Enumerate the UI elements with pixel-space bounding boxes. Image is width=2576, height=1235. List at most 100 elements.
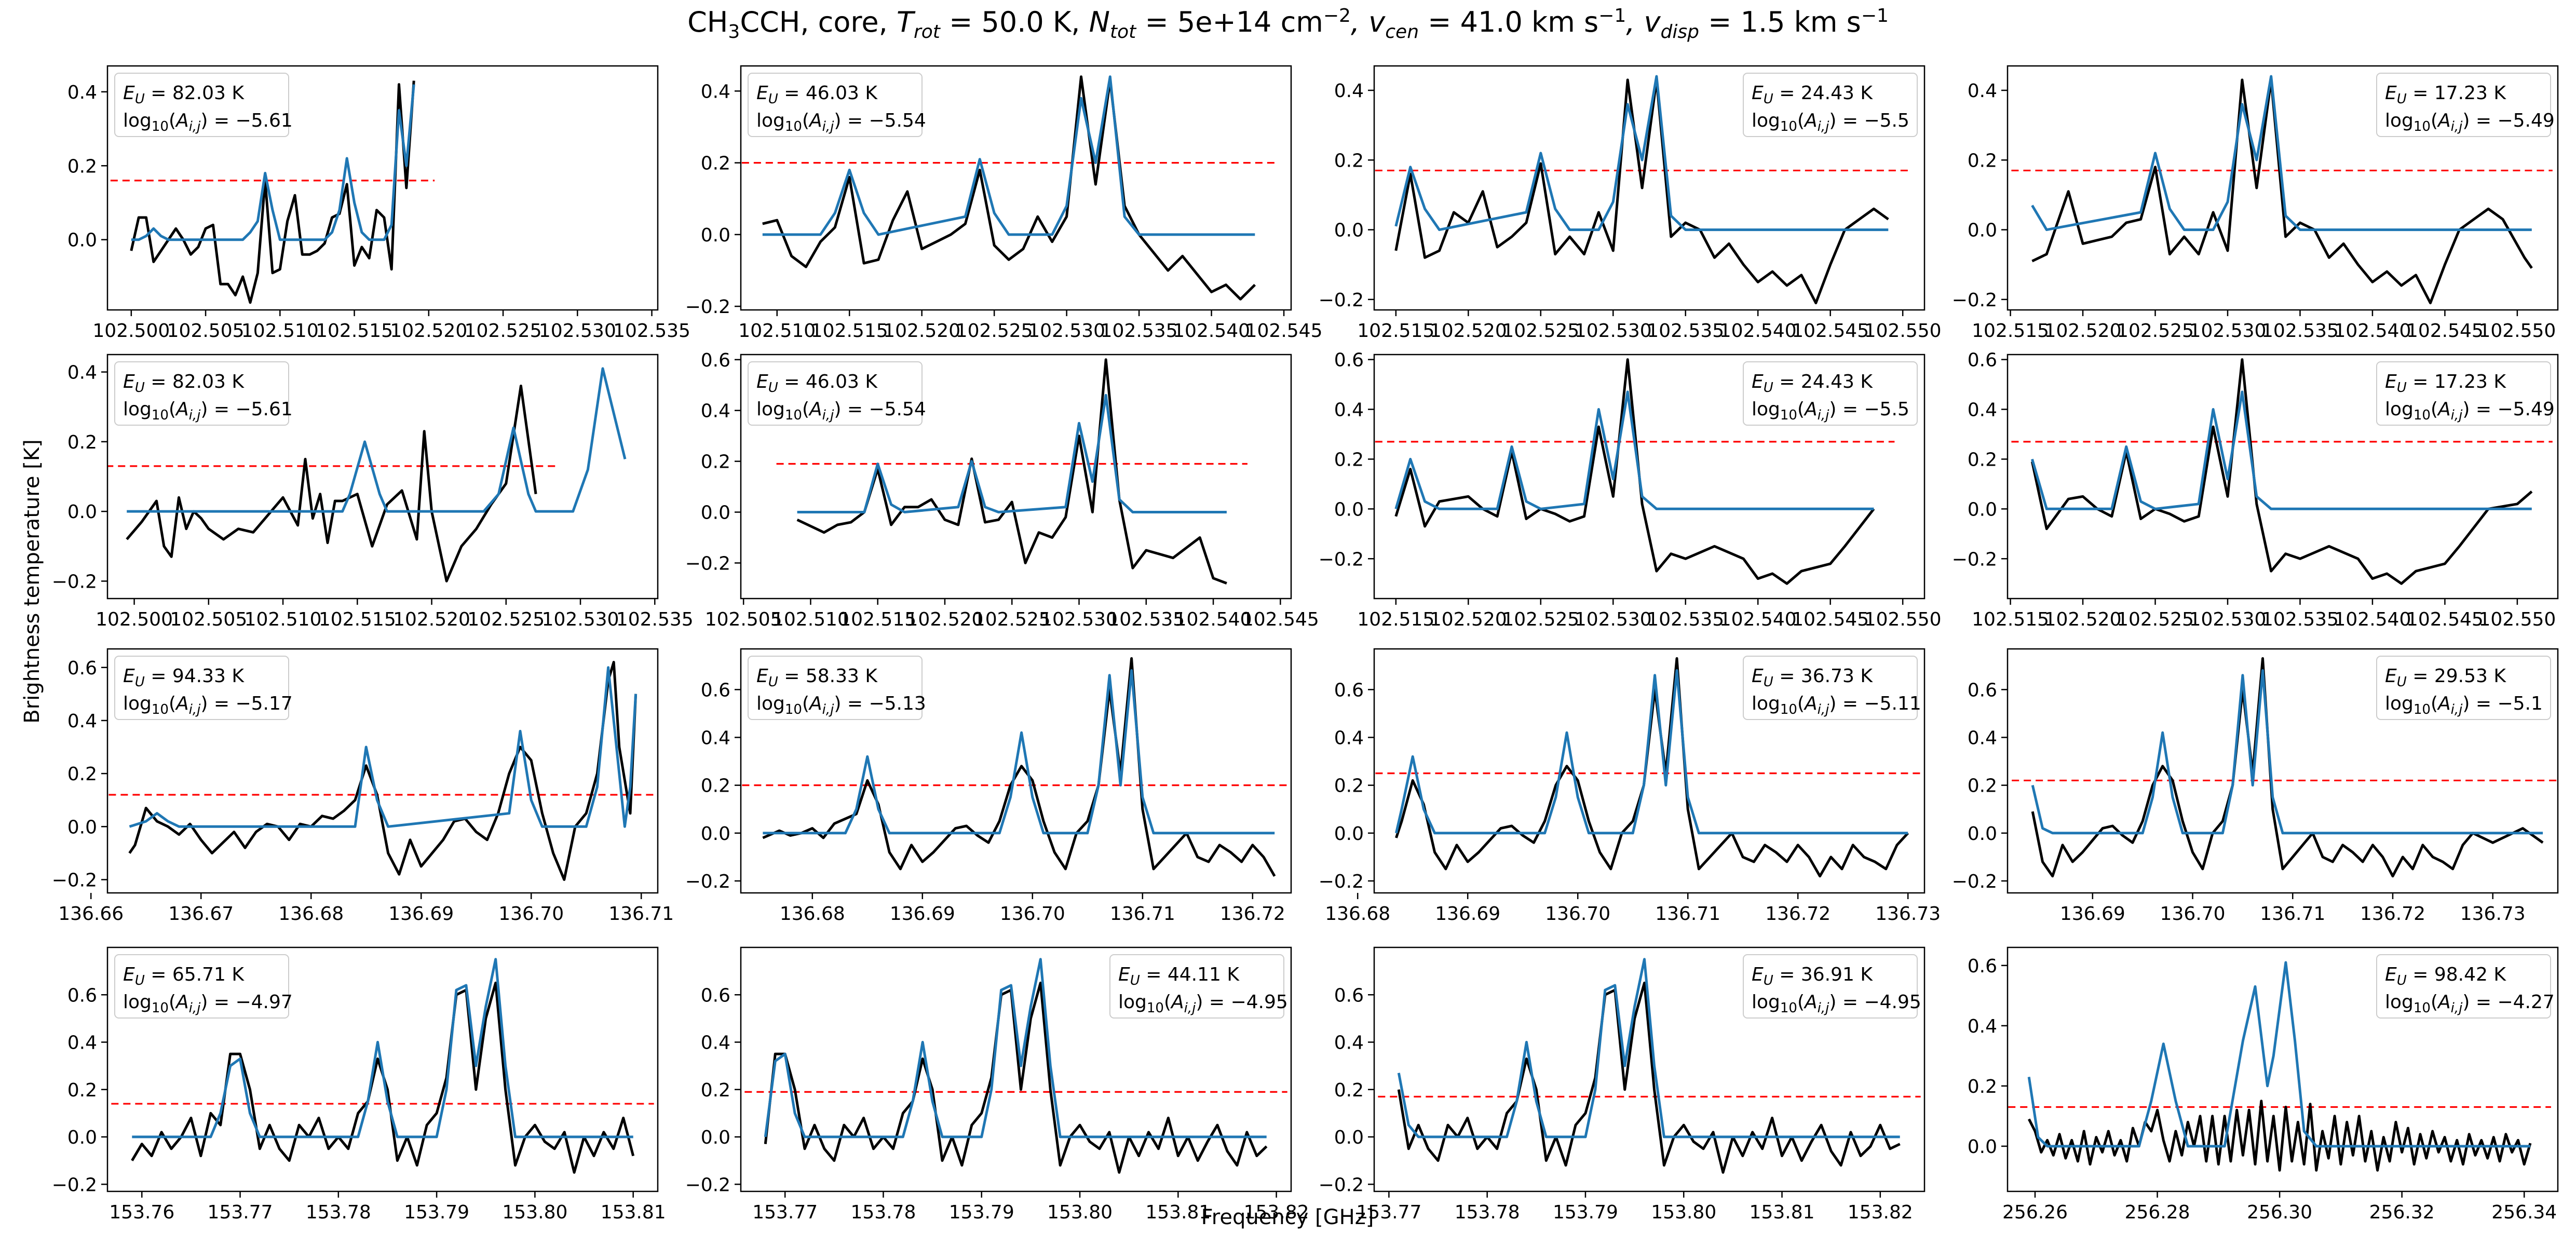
panel-2-1: −0.2 0.0 0.2 0.4 0.6 136.68 136.69 136.70 136.71… <box>685 648 1292 925</box>
axes-frame <box>740 946 1292 1192</box>
axes-frame <box>740 648 1292 894</box>
y-tick-label: −0.2 <box>1952 871 1997 892</box>
y-tick-label: 0.6 <box>1334 350 1364 371</box>
y-tick-label: 0.0 <box>67 1127 97 1148</box>
x-tick-label: 136.70 <box>1000 903 1065 925</box>
legend-box <box>1109 954 1284 1019</box>
x-tick-label: 102.530 <box>1575 320 1652 342</box>
plot-area <box>109 661 657 881</box>
plot-area <box>107 367 627 582</box>
upper-energy-label: EU = 29.53 K <box>2385 666 2506 690</box>
legend-box <box>1743 73 1918 137</box>
einstein-a-label: log10(Ai,j) = −5.5 <box>1752 110 1909 134</box>
x-tick-label: 136.73 <box>1875 903 1941 925</box>
x-tick-label: 136.69 <box>1435 903 1500 925</box>
x-tick-label: 102.540 <box>2334 320 2411 342</box>
x-tick-label: 153.78 <box>1455 1202 1520 1223</box>
model-series-line <box>1394 75 1889 232</box>
x-tick-label: 102.515 <box>1357 320 1434 342</box>
model-series-line <box>2027 961 2530 1148</box>
x-tick-label: 102.545 <box>1792 609 1869 630</box>
y-tick-label: 0.6 <box>67 985 97 1006</box>
x-tick-label: 102.500 <box>96 609 173 630</box>
y-tick-label: 0.2 <box>67 764 97 785</box>
model-series-line <box>2031 75 2532 232</box>
x-tick-label: 136.73 <box>2460 903 2526 925</box>
x-tick-label: 102.545 <box>2406 320 2484 342</box>
model-series-line <box>763 669 1275 835</box>
x-tick-label: 102.505 <box>170 609 247 630</box>
upper-energy-label: EU = 46.03 K <box>756 371 878 396</box>
einstein-a-label: log10(Ai,j) = −5.54 <box>756 399 926 423</box>
y-tick-label: 0.2 <box>1968 1076 1997 1097</box>
x-tick-label: 102.515 <box>811 320 888 342</box>
data-series-line <box>1397 981 1901 1174</box>
y-tick-label: 0.2 <box>701 776 730 797</box>
y-tick-label: 0.2 <box>1968 150 1997 171</box>
y-tick-label: 0.4 <box>67 711 97 732</box>
upper-energy-label: EU = 44.11 K <box>1118 964 1240 988</box>
x-tick-label: 136.68 <box>1325 903 1390 925</box>
y-tick-label: −0.2 <box>1319 871 1364 892</box>
x-tick-label: 102.535 <box>1647 609 1724 630</box>
upper-energy-label: EU = 58.33 K <box>756 666 878 690</box>
y-tick-label: 0.2 <box>1334 150 1364 171</box>
x-tick-label: 102.520 <box>393 609 470 630</box>
axes-frame <box>106 354 659 600</box>
data-series-line <box>1394 358 1875 585</box>
axes-frame <box>740 65 1292 311</box>
axes-frame <box>1373 946 1926 1192</box>
einstein-a-label: log10(Ai,j) = −5.1 <box>2385 693 2543 717</box>
x-tick-label: 102.525 <box>1502 320 1579 342</box>
y-tick-label: 0.2 <box>1968 776 1997 797</box>
plot-area <box>110 80 435 304</box>
panel-3-2: −0.2 0.0 0.2 0.4 0.6 153.77 153.78 153.79 153.80… <box>1319 946 1926 1223</box>
x-tick-label: 136.66 <box>58 903 124 925</box>
model-series-line <box>131 84 415 241</box>
x-tick-label: 136.72 <box>1765 903 1831 925</box>
y-tick-label: 0.6 <box>1334 985 1364 1006</box>
model-series-line <box>1397 958 1900 1138</box>
x-tick-label: 136.70 <box>1545 903 1610 925</box>
x-tick-label: 153.82 <box>1244 1202 1309 1223</box>
x-tick-label: 102.540 <box>2334 609 2411 630</box>
x-tick-label: 153.81 <box>601 1202 666 1223</box>
x-axis-label: Frequency [GHz] <box>1201 1205 1374 1229</box>
y-tick-label: 0.4 <box>701 401 730 422</box>
x-tick-label: 102.550 <box>1864 320 1942 342</box>
plot-area <box>2011 75 2553 305</box>
y-tick-label: −0.2 <box>685 1174 730 1196</box>
einstein-a-label: log10(Ai,j) = −5.13 <box>756 693 926 717</box>
panel-3-1: −0.2 0.0 0.2 0.4 0.6 153.77 153.78 153.79 153.80… <box>685 946 1309 1223</box>
x-tick-label: 256.30 <box>2247 1202 2312 1223</box>
y-tick-label: 0.6 <box>1968 956 1997 977</box>
y-tick-label: 0.6 <box>1968 680 1997 701</box>
x-tick-label: 153.82 <box>1848 1202 1913 1223</box>
y-tick-label: 0.2 <box>1334 776 1364 797</box>
x-tick-label: 102.505 <box>705 609 782 630</box>
y-tick-label: 0.2 <box>701 452 730 473</box>
x-tick-label: 256.28 <box>2125 1202 2190 1223</box>
x-tick-label: 153.80 <box>502 1202 567 1223</box>
einstein-a-label: log10(Ai,j) = −4.95 <box>1752 992 1921 1016</box>
x-tick-label: 102.525 <box>1502 609 1579 630</box>
data-series-line <box>2031 78 2533 305</box>
x-tick-label: 102.505 <box>167 320 245 342</box>
y-tick-label: 0.4 <box>1334 1033 1364 1054</box>
einstein-a-label: log10(Ai,j) = −5.61 <box>123 399 293 423</box>
x-tick-label: 102.530 <box>2189 609 2267 630</box>
x-tick-label: 102.545 <box>2406 609 2484 630</box>
y-tick-label: 0.0 <box>701 225 730 246</box>
plot-area <box>776 358 1248 585</box>
x-tick-label: 153.81 <box>1145 1202 1211 1223</box>
legend-box <box>114 361 289 426</box>
x-tick-label: 102.550 <box>1864 609 1942 630</box>
x-tick-label: 102.540 <box>1719 609 1797 630</box>
plot-area <box>2012 657 2558 878</box>
einstein-a-label: log10(Ai,j) = −5.61 <box>123 110 293 134</box>
data-series-line <box>2027 1100 2532 1172</box>
y-tick-label: −0.2 <box>52 870 97 891</box>
x-tick-label: 102.535 <box>613 320 690 342</box>
y-tick-label: 0.0 <box>1968 1136 1997 1158</box>
